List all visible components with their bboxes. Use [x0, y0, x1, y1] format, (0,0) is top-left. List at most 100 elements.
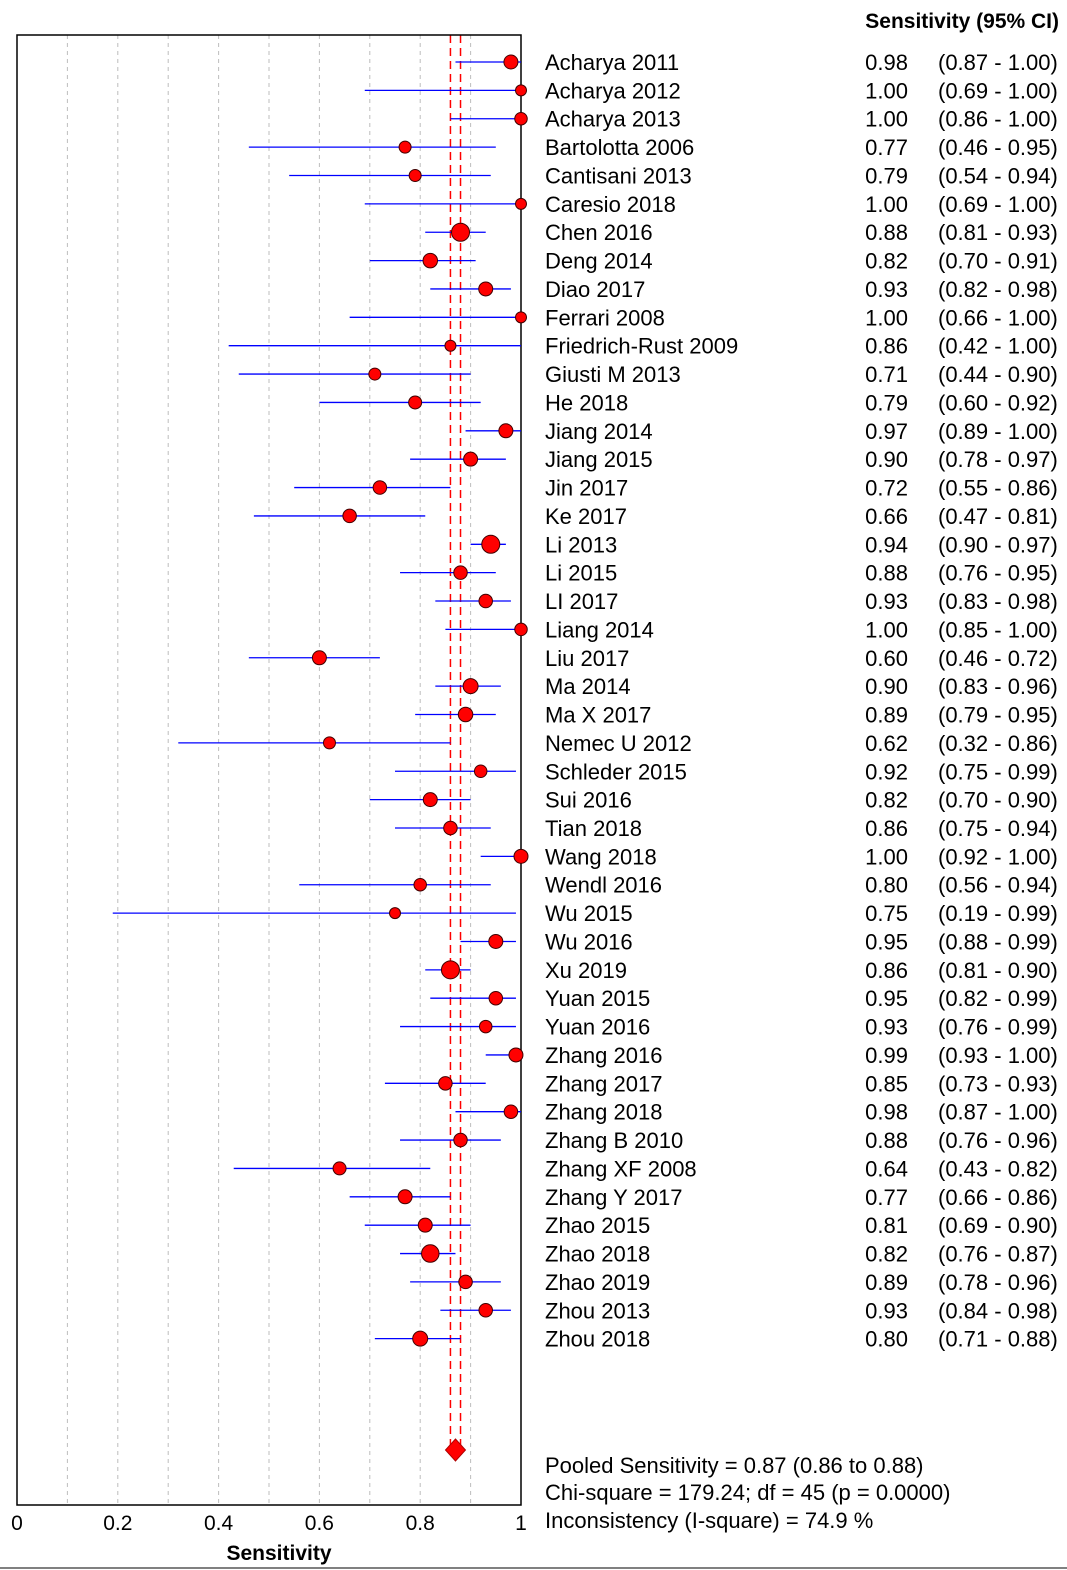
plot-frame: [16, 34, 522, 1506]
study-ci: (0.66 - 0.86): [938, 1185, 1058, 1210]
point-estimate: [463, 451, 479, 467]
study-ci: (0.81 - 0.90): [938, 958, 1058, 983]
point-estimate: [389, 907, 401, 920]
point-estimate: [440, 960, 460, 980]
study-labels: Acharya 2011 0.98 (0.87 - 1.00) Acharya 201…: [545, 50, 1058, 1352]
study-name: Ferrari 2008: [545, 305, 665, 330]
point-estimate: [453, 1132, 468, 1148]
study-sensitivity: 0.82: [865, 1242, 908, 1267]
study-sensitivity: 0.77: [865, 1185, 908, 1210]
study-sensitivity: 0.88: [865, 561, 908, 586]
point-estimate: [515, 197, 527, 210]
point-estimate: [515, 311, 527, 324]
x-tick-label: 1: [515, 1512, 527, 1535]
point-estimate: [457, 706, 474, 723]
study-sensitivity: 0.93: [865, 277, 908, 302]
point-estimate: [478, 593, 493, 609]
point-estimate: [515, 84, 527, 97]
study-sensitivity: 0.85: [865, 1071, 908, 1096]
study-sensitivity: 0.75: [865, 901, 908, 926]
study-name: Ke 2017: [545, 504, 627, 529]
point-estimate: [417, 1217, 433, 1233]
study-name: Zhang 2017: [545, 1071, 662, 1096]
study-name: Bartolotta 2006: [545, 135, 694, 160]
point-estimate: [368, 367, 382, 381]
study-ci: (0.89 - 1.00): [938, 419, 1058, 444]
study-name: Wang 2018: [545, 844, 657, 869]
study-name: Liu 2017: [545, 646, 629, 671]
point-estimate: [451, 222, 471, 242]
study-sensitivity: 0.77: [865, 135, 908, 160]
point-estimate: [514, 622, 528, 637]
summary-pooled: Pooled Sensitivity = 0.87 (0.86 to 0.88): [545, 1453, 924, 1478]
study-name: Sui 2016: [545, 788, 632, 813]
x-tick-label: 0.2: [103, 1512, 132, 1535]
study-sensitivity: 0.71: [865, 362, 908, 387]
study-ci: (0.90 - 0.97): [938, 532, 1058, 557]
study-name: Zhao 2015: [545, 1213, 650, 1238]
study-ci: (0.82 - 0.98): [938, 277, 1058, 302]
x-tick-label: 0.6: [305, 1512, 334, 1535]
point-estimate: [458, 1274, 473, 1290]
point-estimate: [478, 1019, 493, 1034]
study-ci: (0.87 - 1.00): [938, 50, 1058, 75]
study-name: Acharya 2012: [545, 78, 681, 103]
x-axis-label: Sensitivity: [226, 1542, 331, 1565]
study-sensitivity: 0.80: [865, 873, 908, 898]
study-name: Zhang XF 2008: [545, 1156, 697, 1181]
study-ci: (0.56 - 0.94): [938, 873, 1058, 898]
point-estimate: [503, 1104, 519, 1119]
x-tick-label: 0.8: [406, 1512, 435, 1535]
study-name: Friedrich-Rust 2009: [545, 334, 738, 359]
study-sensitivity: 0.93: [865, 1015, 908, 1040]
study-sensitivity: 1.00: [865, 844, 908, 869]
study-ci: (0.60 - 0.92): [938, 390, 1058, 415]
study-name: Ma X 2017: [545, 703, 651, 728]
study-sensitivity: 0.79: [865, 163, 908, 188]
study-name: Zhou 2018: [545, 1327, 650, 1352]
study-sensitivity: 0.99: [865, 1043, 908, 1068]
point-estimate: [398, 140, 412, 154]
study-ci: (0.76 - 0.87): [938, 1242, 1058, 1267]
point-estimate: [408, 168, 422, 182]
study-name: Acharya 2013: [545, 107, 681, 132]
study-marks: [112, 54, 529, 1462]
point-estimate: [478, 1303, 493, 1318]
study-ci: (0.69 - 1.00): [938, 78, 1058, 103]
column-header: Sensitivity (95% CI): [865, 10, 1059, 33]
study-name: Cantisani 2013: [545, 163, 692, 188]
study-name: Zhao 2019: [545, 1270, 650, 1295]
study-ci: (0.46 - 0.72): [938, 646, 1058, 671]
point-estimate: [453, 565, 468, 580]
study-sensitivity: 0.95: [865, 929, 908, 954]
study-name: LI 2017: [545, 589, 618, 614]
study-name: Li 2015: [545, 561, 617, 586]
point-estimate: [438, 1076, 453, 1091]
study-sensitivity: 1.00: [865, 305, 908, 330]
point-estimate: [412, 1330, 429, 1347]
study-name: Zhao 2018: [545, 1242, 650, 1267]
grid-lines: [66, 35, 472, 1505]
study-name: Deng 2014: [545, 249, 653, 274]
study-name: Yuan 2016: [545, 1015, 650, 1040]
study-ci: (0.88 - 0.99): [938, 929, 1058, 954]
study-sensitivity: 0.92: [865, 759, 908, 784]
study-sensitivity: 0.81: [865, 1213, 908, 1238]
point-estimate: [508, 1047, 524, 1063]
point-estimate: [422, 252, 439, 269]
study-ci: (0.81 - 0.93): [938, 220, 1058, 245]
study-name: Jin 2017: [545, 476, 628, 501]
study-sensitivity: 0.90: [865, 447, 908, 472]
study-ci: (0.93 - 1.00): [938, 1043, 1058, 1068]
study-name: Zhang 2018: [545, 1100, 662, 1125]
study-sensitivity: 0.82: [865, 249, 908, 274]
study-name: Ma 2014: [545, 674, 631, 699]
study-ci: (0.82 - 0.99): [938, 986, 1058, 1011]
study-ci: (0.73 - 0.93): [938, 1071, 1058, 1096]
study-sensitivity: 0.89: [865, 703, 908, 728]
study-name: Zhang B 2010: [545, 1128, 683, 1153]
study-ci: (0.70 - 0.91): [938, 249, 1058, 274]
point-estimate: [342, 508, 357, 524]
